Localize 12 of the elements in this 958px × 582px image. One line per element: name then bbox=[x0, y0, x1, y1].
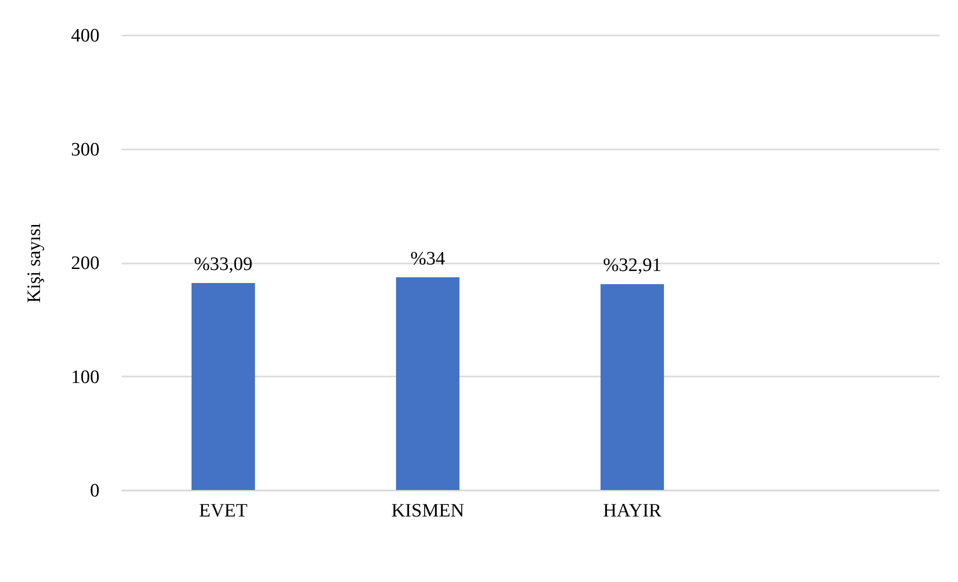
x-tick-label: KISMEN bbox=[391, 500, 464, 522]
y-axis-title: Kişi sayısı bbox=[24, 223, 45, 303]
annotation: %32,91 bbox=[602, 255, 662, 276]
y-tick-label: 100 bbox=[71, 366, 100, 388]
y-tick-label: 200 bbox=[71, 253, 100, 274]
x-tick-label: HAYIR bbox=[603, 500, 662, 522]
x-tick-label: EVET bbox=[198, 500, 248, 522]
y-tick-label: 0 bbox=[90, 480, 100, 502]
annotation: %34 bbox=[410, 248, 446, 270]
annotation: %33,09 bbox=[194, 254, 253, 275]
y-tick-label: 300 bbox=[71, 139, 100, 160]
y-tick-label: 400 bbox=[71, 26, 100, 46]
